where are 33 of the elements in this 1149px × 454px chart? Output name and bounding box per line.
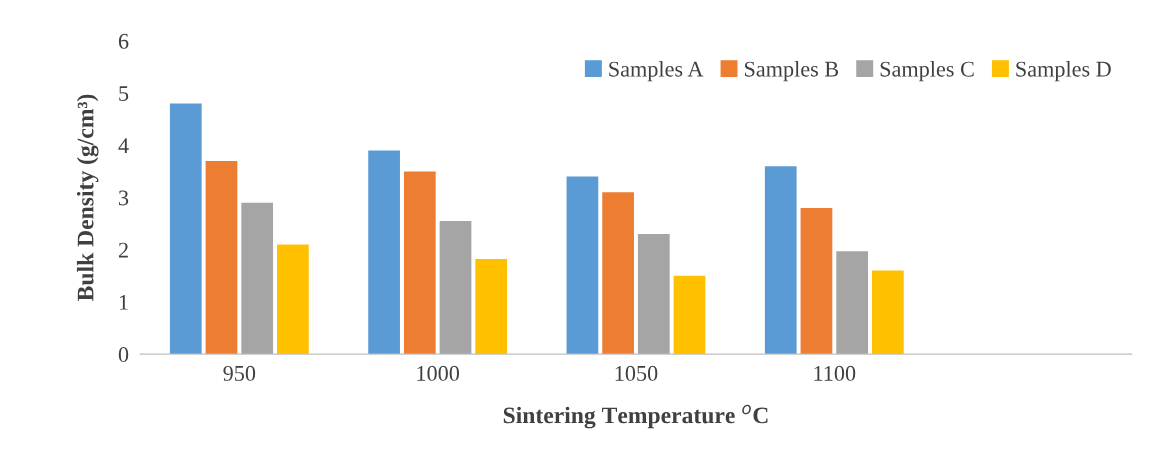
bar (764, 166, 797, 355)
legend-label: Samples C (880, 61, 974, 82)
x-tick-label: 1100 (814, 365, 856, 381)
legend-label: Samples A (609, 61, 704, 82)
bar (800, 207, 833, 355)
bar (241, 202, 274, 355)
legend-label: Samples B (744, 61, 839, 82)
y-tick-label: 1 (119, 294, 128, 310)
y-tick-label: 3 (119, 190, 129, 206)
bar (277, 244, 309, 355)
y-tick-label: 4 (118, 138, 129, 153)
x-tick-label: 1050 (615, 365, 658, 381)
bar (169, 103, 202, 355)
bar (439, 220, 472, 355)
bar (602, 192, 634, 355)
x-tick-label: 950 (223, 365, 256, 381)
bar (871, 270, 904, 355)
legend-label: Samples D (1016, 61, 1111, 82)
y-axis-title: Bulk Density (g/cm³) (76, 94, 99, 301)
y-tick-label: 2 (118, 242, 128, 258)
y-tick-label: 5 (119, 86, 129, 101)
x-tick-label: 1000 (417, 365, 460, 381)
bar (368, 150, 400, 355)
bar (566, 176, 599, 355)
x-axis-title: Sintering Temperature $^{o}$C (503, 404, 768, 429)
bar (673, 275, 706, 355)
bar (836, 251, 868, 355)
bar (205, 160, 238, 355)
bar (637, 234, 670, 355)
y-tick-label: 6 (118, 33, 129, 49)
bar (403, 171, 436, 355)
bar (475, 259, 508, 355)
y-tick-label: 0 (118, 347, 129, 363)
